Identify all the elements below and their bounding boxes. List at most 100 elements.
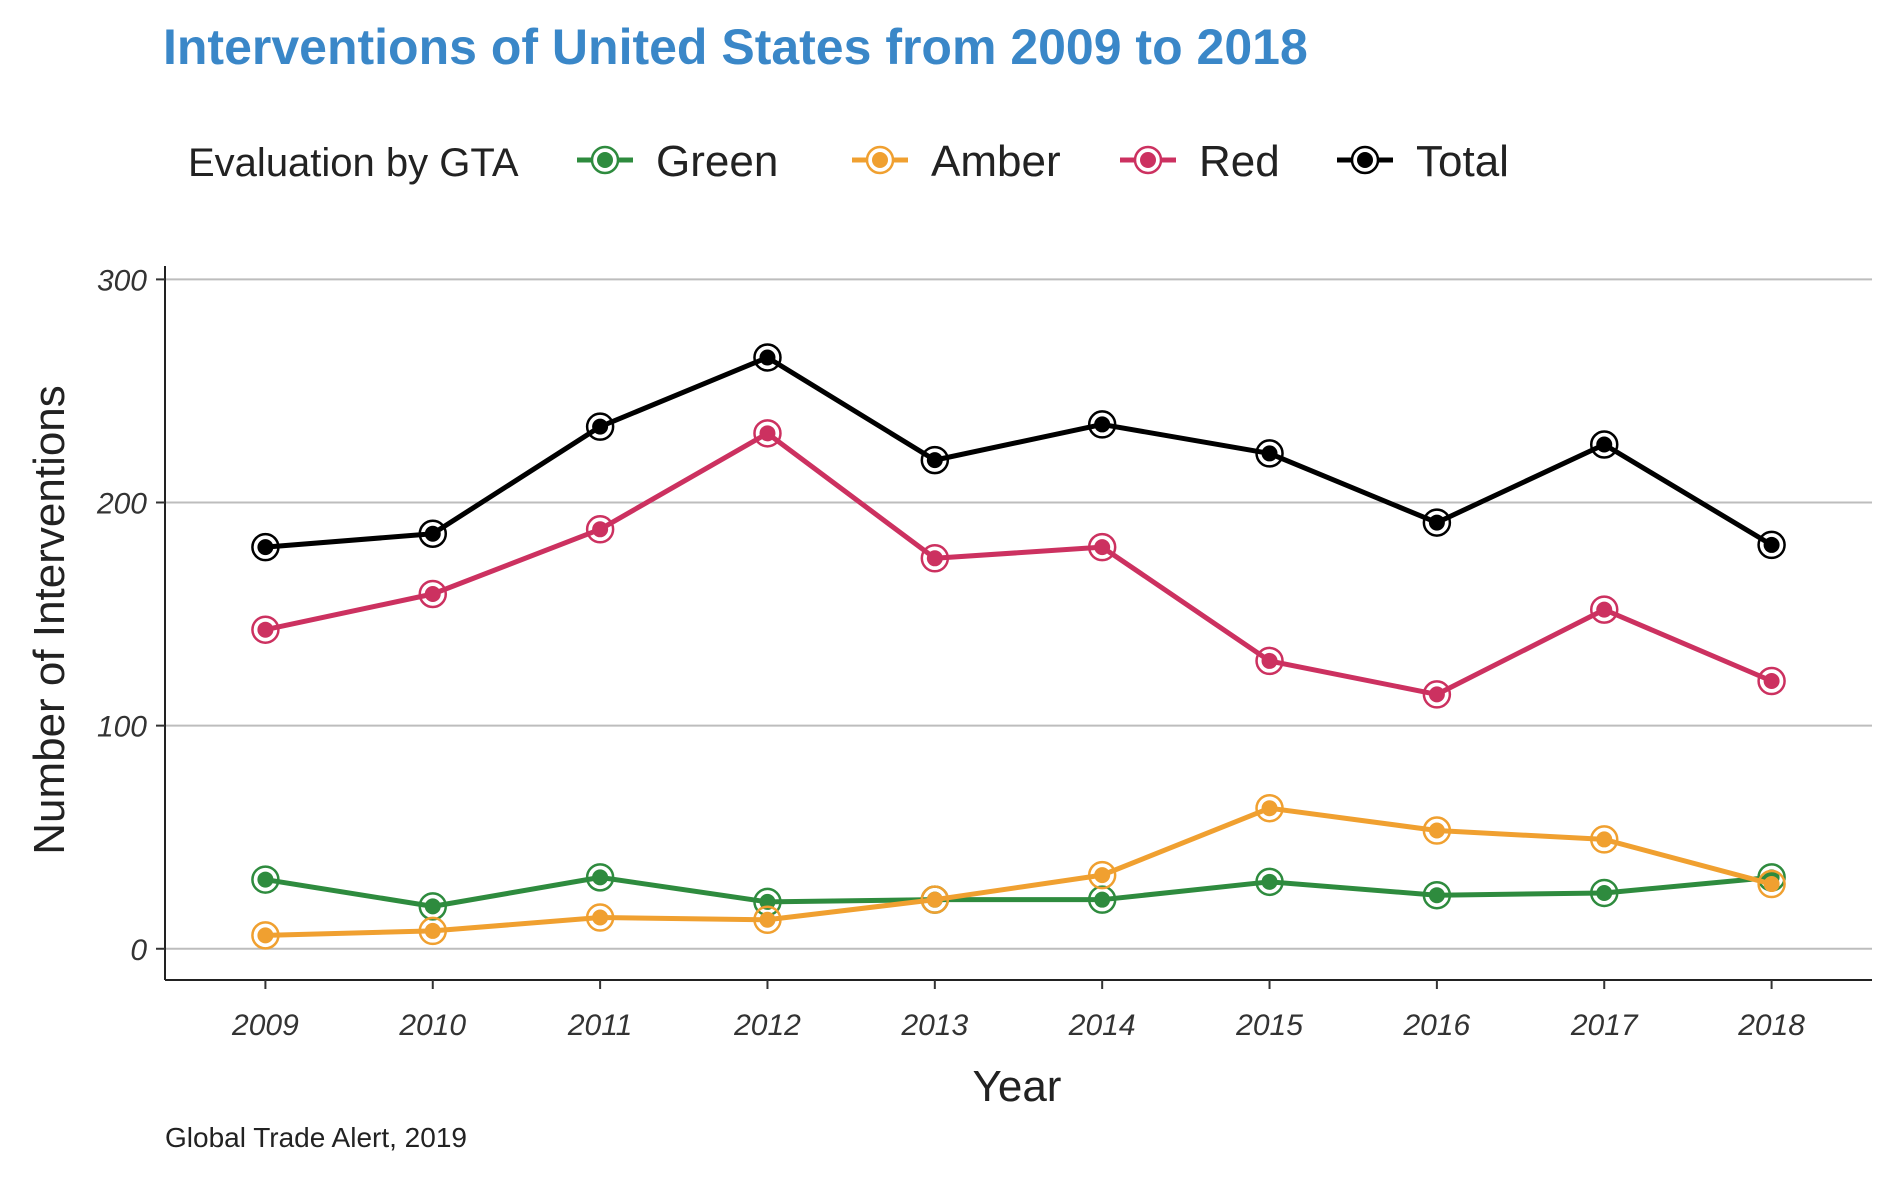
point-dot [1094,539,1111,556]
point-dot [759,911,776,928]
point-green-2017 [1589,878,1619,908]
point-ring [1255,439,1284,468]
legend-label-red: Red [1199,137,1280,186]
axes [164,266,1872,981]
point-total-2015 [1255,439,1284,468]
point-ring [585,863,615,892]
point-ring [1757,869,1786,899]
point-total-2017 [1589,430,1619,459]
point-ring [251,615,280,644]
point-dot [1428,686,1445,703]
point-amber-2011 [585,903,615,932]
point-ring [753,343,782,372]
point-dot [1261,652,1278,669]
x-tick-label: 2016 [1403,1009,1471,1042]
point-dot [1763,673,1780,690]
point-red-2013 [920,544,950,573]
y-tick-label: 0 [130,934,147,967]
x-tick-label: 2018 [1737,1009,1805,1042]
x-tick-label: 2012 [733,1009,801,1042]
legend-label-green: Green [656,137,778,186]
point-amber-2009 [251,921,280,950]
x-tick-label: 2009 [231,1009,299,1042]
point-amber-2017 [1589,825,1619,854]
point-dot [257,539,274,556]
point-dot [1763,876,1780,893]
point-ring [585,412,615,441]
point-ring [753,905,782,935]
point-red-2017 [1589,595,1619,624]
point-ring [1422,816,1452,845]
point-dot [424,898,441,915]
point-dot [1763,536,1780,553]
grid [165,278,1872,950]
chart-title: Interventions of United States from 2009… [163,19,1308,75]
series-total [251,343,1786,562]
point-dot [759,425,776,442]
point-total-2012 [753,343,782,372]
point-dot [1094,416,1111,433]
point-total-2016 [1422,508,1452,537]
x-axis-title: Year [973,1062,1062,1111]
point-red-2010 [418,579,448,609]
series-layer [251,343,1786,950]
point-red-2012 [753,419,782,448]
point-total-2014 [1087,410,1117,439]
point-ring [1087,860,1117,890]
x-tick-label: 2013 [900,1009,968,1042]
x-tick-label: 2015 [1235,1009,1303,1042]
point-red-2015 [1255,646,1284,676]
point-ring [585,515,615,544]
point-ring [1087,885,1117,914]
point-dot [1094,891,1111,908]
point-amber-2015 [1255,793,1284,823]
point-ring [585,903,615,932]
legend-key-dot [597,152,613,168]
point-ring [418,579,448,609]
legend-item-total: Total [1337,137,1509,186]
point-red-2016 [1422,680,1452,709]
point-total-2011 [585,412,615,441]
point-dot [926,452,943,469]
point-ring [251,532,280,562]
point-green-2016 [1422,880,1452,910]
point-ring [1087,410,1117,439]
point-dot [759,893,776,910]
point-ring [1422,508,1452,537]
point-green-2015 [1255,867,1284,897]
point-dot [1428,822,1445,839]
x-tick-label: 2017 [1570,1009,1639,1042]
point-dot [1261,445,1278,462]
point-dot [1428,887,1445,904]
point-ring [920,445,950,475]
legend: Evaluation by GTA Green Amber Red Total [188,137,1509,186]
point-dot [1596,601,1613,618]
point-amber-2016 [1422,816,1452,845]
point-dot [1428,514,1445,531]
point-green-2011 [585,863,615,892]
point-dot [759,349,776,366]
point-dot [592,521,609,538]
point-dot [592,869,609,886]
point-ring [418,519,448,548]
point-dot [1596,884,1613,901]
point-green-2014 [1087,885,1117,914]
y-tick-label: 300 [97,264,147,297]
legend-item-red: Red [1120,137,1280,186]
y-tick-label: 100 [97,711,147,744]
point-ring [1589,878,1619,908]
point-ring [1422,680,1452,709]
point-dot [1596,436,1613,453]
point-green-2010 [418,892,448,921]
point-ring [1255,793,1284,823]
point-dot [926,891,943,908]
point-dot [424,585,441,602]
legend-label-amber: Amber [931,137,1061,186]
series-amber [251,793,1786,950]
legend-key-dot [1140,152,1156,168]
series-green [251,863,1786,921]
point-amber-2012 [753,905,782,935]
point-green-2009 [251,865,280,894]
point-dot [592,909,609,926]
